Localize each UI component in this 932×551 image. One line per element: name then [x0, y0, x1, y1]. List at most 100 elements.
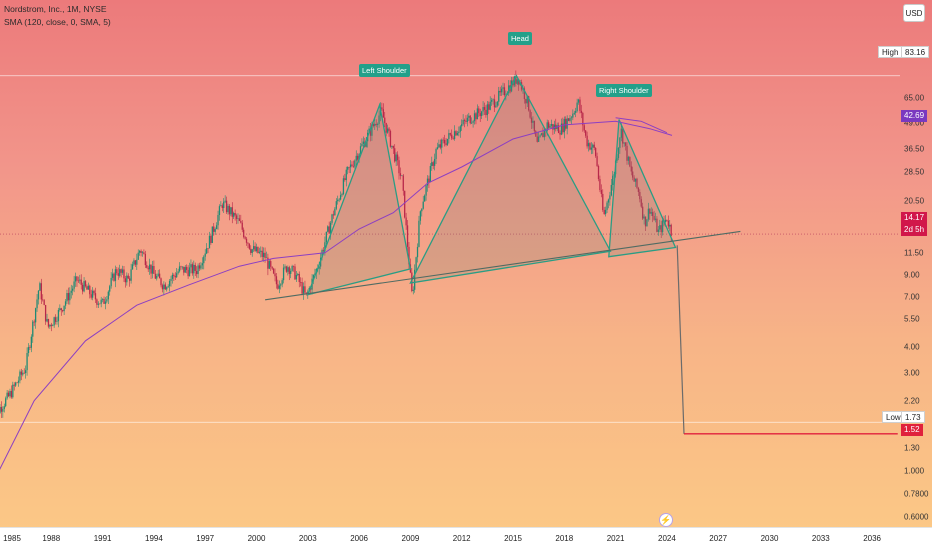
candle-body [176, 273, 178, 278]
candle-body [168, 280, 171, 287]
candle-body [646, 219, 648, 227]
candle-body [559, 133, 561, 135]
price-candles [0, 70, 672, 419]
chart-legend: Nordstrom, Inc., 1M, NYSE SMA (120, clos… [4, 3, 111, 29]
candle-body [388, 128, 390, 131]
candle-body [612, 175, 614, 185]
candle-body [415, 257, 417, 270]
candle-body [395, 154, 397, 162]
candle-body [284, 266, 286, 268]
candle-body [656, 218, 658, 232]
candle-body [304, 286, 306, 293]
candle-body [143, 252, 145, 254]
candle-body [190, 264, 192, 268]
candle-body [599, 179, 601, 191]
candle-body [452, 138, 454, 139]
candle-body [596, 156, 598, 167]
candle-body [327, 226, 329, 232]
candle-body [271, 266, 273, 269]
candle-body [562, 123, 564, 133]
candle-body [592, 144, 594, 148]
candle-body [288, 267, 290, 274]
candle-body [153, 266, 155, 274]
candle-body [260, 250, 262, 252]
candle-body [90, 294, 92, 298]
lightning-icon[interactable]: ⚡ [659, 513, 673, 527]
y-tick-label: 65.00 [904, 93, 925, 103]
candle-body [325, 231, 327, 243]
candle-body [19, 371, 21, 381]
candle-body [235, 215, 238, 219]
x-axis[interactable]: 1985 1988 1991 1994 1997 2000 2003 2006 2009 2012… [0, 527, 932, 551]
candle-body [208, 235, 211, 249]
candle-body [183, 266, 185, 273]
candle-body [107, 291, 109, 300]
candle-body [15, 382, 17, 386]
currency-button[interactable]: USD [903, 4, 925, 22]
head-triangle [409, 74, 612, 284]
candle-body [640, 199, 642, 207]
candle-body [476, 108, 479, 120]
candle-body [404, 190, 406, 218]
candle-body [74, 276, 77, 282]
candle-body [247, 242, 249, 244]
candle-body [100, 299, 102, 304]
candle-body [629, 156, 631, 167]
candle-body [274, 273, 276, 277]
candle-body [389, 130, 392, 147]
candle-body [254, 246, 256, 252]
candle-body [59, 308, 61, 310]
candle-body [196, 270, 198, 275]
candle-body [479, 113, 481, 117]
candle-body [649, 208, 651, 214]
candle-body [237, 218, 239, 219]
candle-body [213, 226, 215, 232]
candle-body [536, 136, 538, 142]
candle-body [224, 200, 226, 202]
candle-body [362, 141, 365, 144]
candle-body [354, 160, 356, 167]
candle-body [210, 235, 212, 243]
candle-body [602, 193, 604, 210]
candle-body [20, 371, 23, 375]
candle-body [582, 112, 584, 126]
candle-body [261, 250, 263, 257]
candle-body [267, 257, 269, 269]
candle-body [121, 269, 124, 273]
candle-body [272, 268, 275, 274]
candle-body [231, 207, 233, 217]
candle-body [188, 267, 191, 277]
candle-body [339, 195, 342, 200]
candle-body [448, 133, 450, 139]
candle-body [253, 246, 255, 250]
candle-body [657, 229, 659, 232]
candle-body [265, 257, 268, 259]
candle-body [146, 265, 148, 268]
candle-body [488, 104, 490, 110]
candle-body [595, 147, 597, 157]
candle-body [268, 261, 270, 269]
candle-body [62, 310, 64, 312]
candle-body [636, 178, 638, 188]
candle-body [164, 284, 166, 290]
candle-body [275, 276, 278, 285]
candle-body [300, 282, 302, 283]
price-value-tag: 14.17 [901, 212, 928, 224]
candle-body [613, 174, 615, 176]
candle-body [47, 319, 50, 327]
candle-body [7, 392, 10, 397]
candle-body [443, 139, 446, 144]
candle-body [137, 252, 139, 260]
y-tick-label: 49.00 [904, 118, 925, 128]
candle-body [500, 88, 503, 93]
candle-body [133, 260, 135, 265]
candle-body [86, 286, 88, 290]
candle-body [471, 122, 473, 124]
candle-body [120, 269, 122, 273]
candle-body [357, 155, 359, 160]
candle-body [129, 278, 131, 281]
candle-body [670, 224, 672, 236]
candle-body [67, 293, 70, 301]
candle-body [184, 267, 186, 273]
